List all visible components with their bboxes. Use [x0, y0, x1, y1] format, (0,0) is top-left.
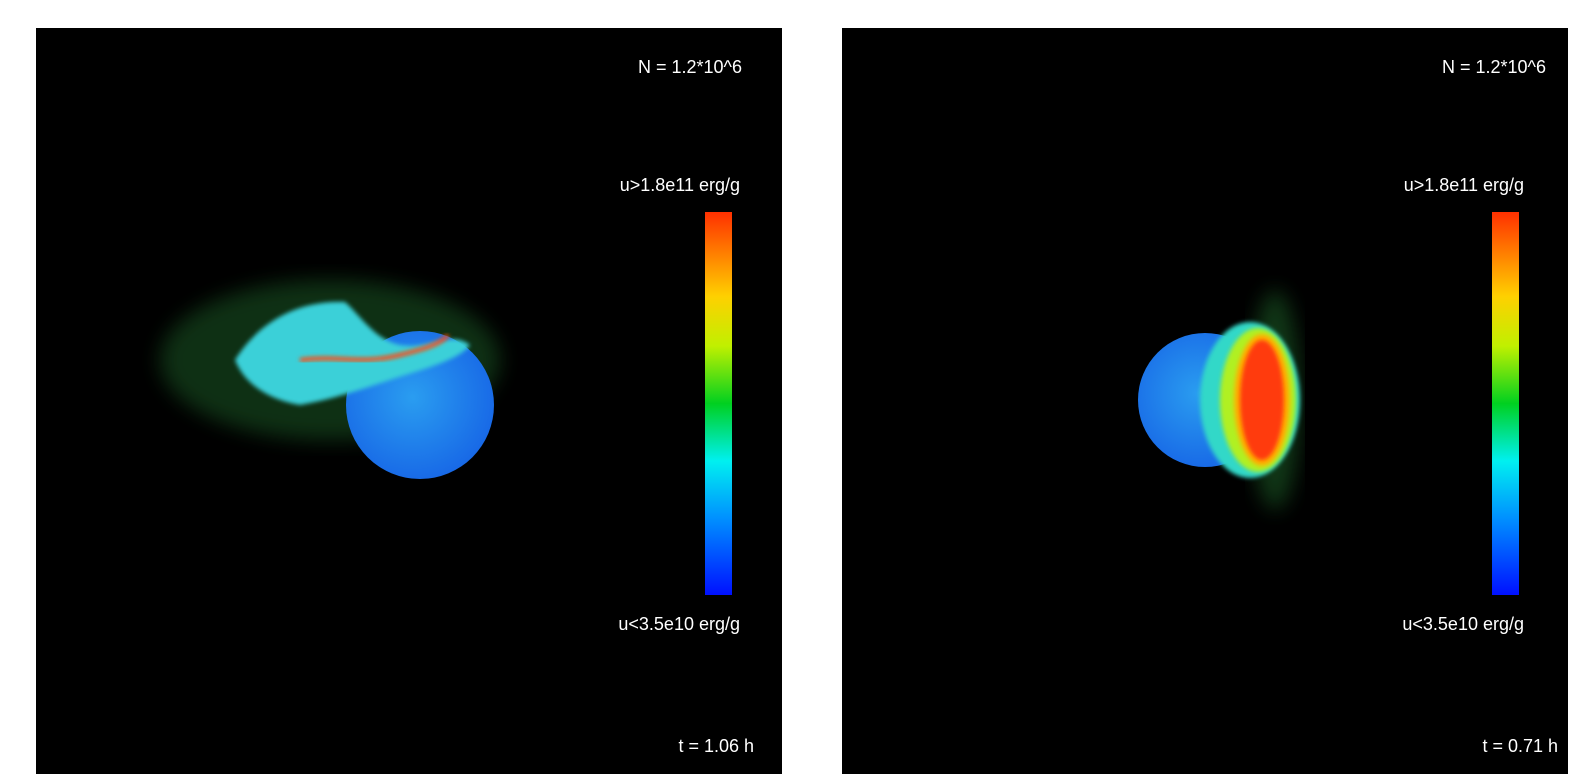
colorbar-min-label: u<3.5e10 erg/g — [618, 614, 740, 634]
colorbar-max-label: u>1.8e11 erg/g — [620, 175, 740, 195]
panel: N = 1.2*10^6 u>1.8e11 erg/g u<3.5e10 erg… — [36, 28, 782, 774]
time-label: t = 0.71 h — [1482, 736, 1558, 756]
colorbar — [705, 212, 732, 595]
particles-label: N = 1.2*10^6 — [1442, 57, 1546, 77]
panel: N = 1.2*10^6 u>1.8e11 erg/g u<3.5e10 erg… — [842, 28, 1568, 774]
time-label: t = 1.06 h — [678, 736, 754, 756]
figure: N = 1.2*10^6 u>1.8e11 erg/g u<3.5e10 erg… — [0, 0, 1590, 774]
colorbar-min-label: u<3.5e10 erg/g — [1402, 614, 1524, 634]
page: N = 1.2*10^6 u>1.8e11 erg/g u<3.5e10 erg… — [0, 0, 1590, 774]
colorbar-max-label: u>1.8e11 erg/g — [1404, 175, 1524, 195]
shock-core — [1240, 340, 1284, 460]
colorbar — [1492, 212, 1519, 595]
particles-label: N = 1.2*10^6 — [638, 57, 742, 77]
